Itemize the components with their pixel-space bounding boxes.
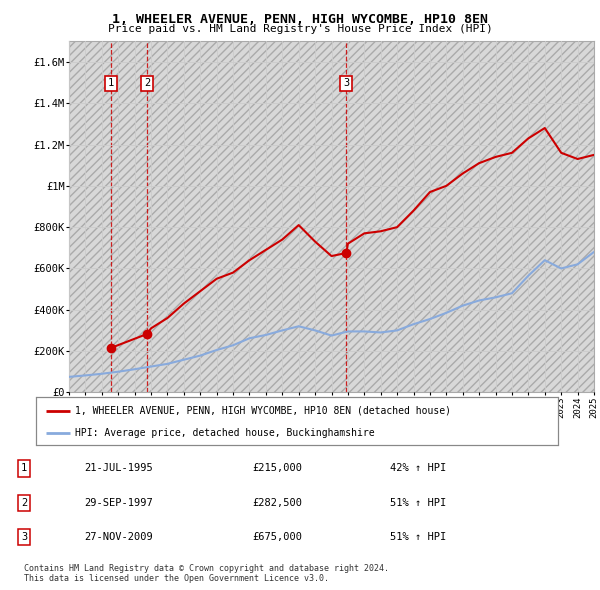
Text: £215,000: £215,000 <box>252 464 302 473</box>
Text: Contains HM Land Registry data © Crown copyright and database right 2024.
This d: Contains HM Land Registry data © Crown c… <box>24 563 389 583</box>
Text: 1, WHEELER AVENUE, PENN, HIGH WYCOMBE, HP10 8EN: 1, WHEELER AVENUE, PENN, HIGH WYCOMBE, H… <box>112 13 488 26</box>
Text: 51% ↑ HPI: 51% ↑ HPI <box>390 532 446 542</box>
Text: £282,500: £282,500 <box>252 498 302 507</box>
Text: HPI: Average price, detached house, Buckinghamshire: HPI: Average price, detached house, Buck… <box>75 428 375 438</box>
Text: 1, WHEELER AVENUE, PENN, HIGH WYCOMBE, HP10 8EN (detached house): 1, WHEELER AVENUE, PENN, HIGH WYCOMBE, H… <box>75 405 451 415</box>
Bar <box>69 41 594 392</box>
Text: 2: 2 <box>21 498 27 507</box>
Text: 1: 1 <box>21 464 27 473</box>
Text: 42% ↑ HPI: 42% ↑ HPI <box>390 464 446 473</box>
Text: 2: 2 <box>144 78 150 88</box>
Text: 3: 3 <box>21 532 27 542</box>
Text: 29-SEP-1997: 29-SEP-1997 <box>84 498 153 507</box>
Text: 21-JUL-1995: 21-JUL-1995 <box>84 464 153 473</box>
Text: 3: 3 <box>343 78 349 88</box>
Text: 27-NOV-2009: 27-NOV-2009 <box>84 532 153 542</box>
Text: 51% ↑ HPI: 51% ↑ HPI <box>390 498 446 507</box>
Text: £675,000: £675,000 <box>252 532 302 542</box>
Text: 1: 1 <box>108 78 114 88</box>
Text: Price paid vs. HM Land Registry's House Price Index (HPI): Price paid vs. HM Land Registry's House … <box>107 24 493 34</box>
